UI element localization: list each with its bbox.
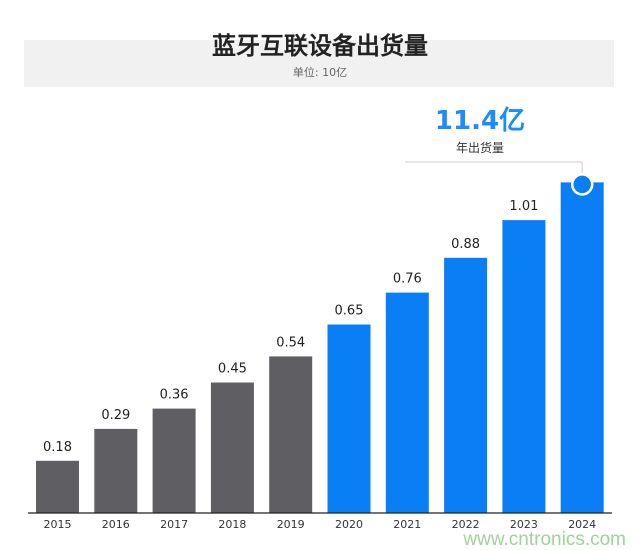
watermark: www.cntronics.com — [463, 529, 626, 550]
data-label-2020: 0.65 — [335, 304, 364, 319]
x-tick-2019: 2019 — [277, 518, 305, 531]
bar-2016 — [94, 428, 138, 513]
x-tick-2024: 2024 — [568, 518, 596, 531]
x-tick-2015: 2015 — [44, 518, 72, 531]
chart-title: 蓝牙互联设备出货量 — [212, 32, 428, 60]
x-tick-2018: 2018 — [218, 518, 246, 531]
bar-2021 — [385, 292, 429, 513]
bar-2019 — [269, 356, 313, 513]
data-label-2015: 0.18 — [43, 440, 72, 455]
x-tick-2021: 2021 — [393, 518, 421, 531]
x-tick-2016: 2016 — [102, 518, 130, 531]
data-label-2018: 0.45 — [218, 362, 247, 377]
bar-2020 — [327, 324, 371, 513]
data-label-2021: 0.76 — [393, 272, 422, 287]
bar-2023 — [502, 220, 546, 513]
data-label-2022: 0.88 — [451, 237, 480, 252]
bar-2024 — [560, 182, 604, 513]
bar-2017 — [152, 408, 196, 513]
x-tick-2023: 2023 — [510, 518, 538, 531]
annotation-label: 年出货量 — [455, 141, 504, 155]
bar-2022 — [444, 257, 488, 513]
chart-subtitle: 单位: 10亿 — [292, 66, 348, 79]
bar-2015 — [36, 460, 79, 513]
data-label-2019: 0.54 — [276, 335, 305, 350]
data-label-2023: 1.01 — [509, 199, 538, 214]
title-band — [24, 40, 614, 87]
bar-2018 — [210, 382, 254, 513]
x-tick-2017: 2017 — [160, 518, 188, 531]
annotation-connector — [405, 161, 583, 183]
annotation-marker — [570, 173, 594, 196]
data-label-2016: 0.29 — [101, 408, 130, 423]
x-tick-2020: 2020 — [335, 518, 363, 531]
x-tick-2022: 2022 — [452, 518, 480, 531]
data-label-2017: 0.36 — [160, 388, 189, 403]
annotation-value: 11.4亿 — [434, 106, 526, 136]
